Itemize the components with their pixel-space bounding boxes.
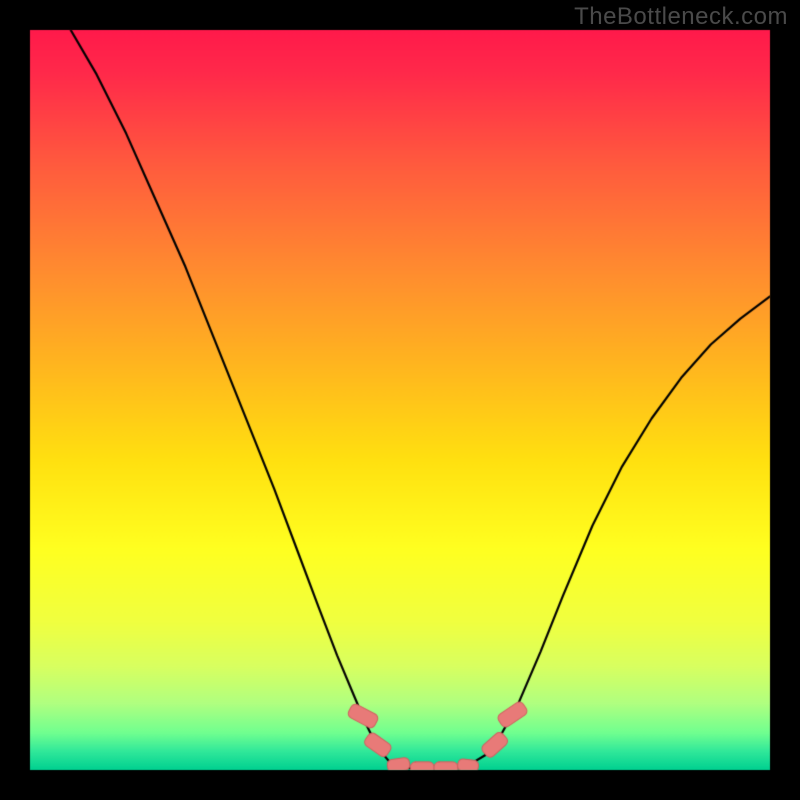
watermark-text: TheBottleneck.com bbox=[574, 3, 788, 31]
chart-stage: TheBottleneck.com bbox=[0, 0, 800, 800]
bottleneck-curve-canvas bbox=[0, 0, 800, 800]
